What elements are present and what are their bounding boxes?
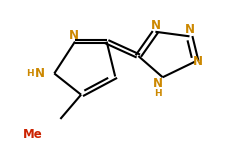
Text: N: N [193, 55, 203, 68]
Text: N: N [35, 67, 45, 80]
Text: N: N [150, 19, 160, 32]
Text: H: H [26, 69, 34, 78]
Text: N: N [184, 23, 195, 36]
Text: N: N [153, 77, 163, 90]
Text: H: H [154, 89, 162, 98]
Text: N: N [69, 29, 79, 42]
Text: Me: Me [23, 128, 42, 141]
